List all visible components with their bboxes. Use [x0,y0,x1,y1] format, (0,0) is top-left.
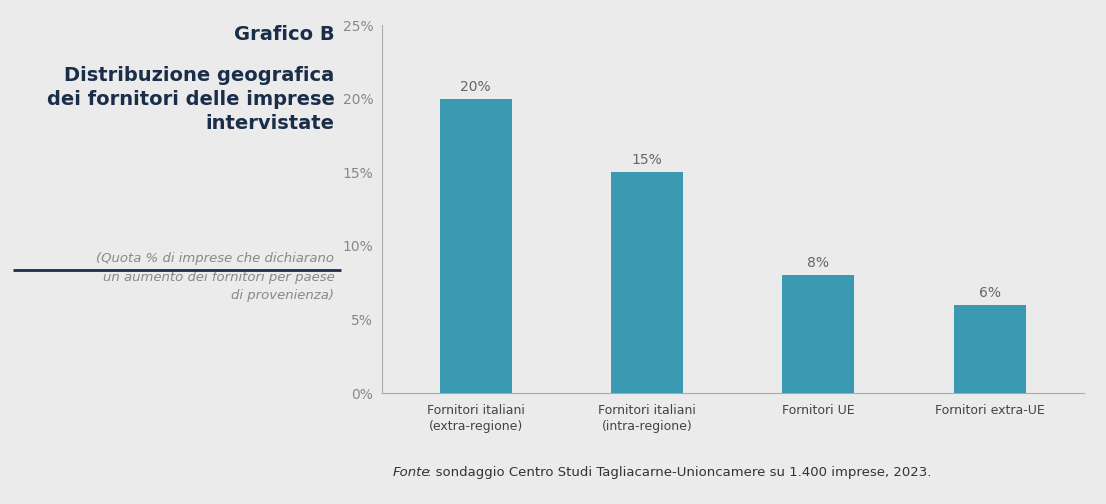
Text: 20%: 20% [460,80,491,94]
Text: : sondaggio Centro Studi Tagliacarne-Unioncamere su 1.400 imprese, 2023.: : sondaggio Centro Studi Tagliacarne-Uni… [427,466,931,479]
Bar [440,99,512,393]
Text: Grafico B: Grafico B [233,25,334,44]
Bar [782,275,854,393]
Text: 8%: 8% [807,256,830,270]
Bar [612,172,684,393]
Text: Fonte: Fonte [393,466,430,479]
Text: 6%: 6% [979,286,1001,300]
Text: Distribuzione geografica
dei fornitori delle imprese
intervistate: Distribuzione geografica dei fornitori d… [46,66,334,133]
Text: (Quota % di imprese che dichiarano
un aumento dei fornitori per paese
di proveni: (Quota % di imprese che dichiarano un au… [96,252,334,302]
Text: 15%: 15% [632,153,662,167]
Bar [953,305,1025,393]
